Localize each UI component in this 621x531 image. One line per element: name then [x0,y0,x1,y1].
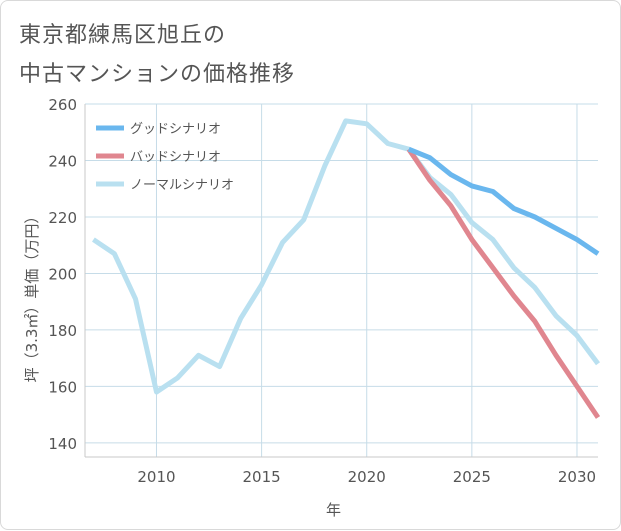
axes [84,104,598,458]
x-tick-label-2030: 2030 [558,468,596,486]
y-axis-title: 坪（3.3㎡）単価（万円） [23,209,41,383]
chart-title-line-2: 中古マンションの価格推移 [19,62,296,87]
series-line-1 [406,147,601,419]
legend-label-0: グッドシナリオ [130,122,221,137]
legend-label-1: バッドシナリオ [130,150,221,165]
y-tick-label-160: 160 [48,378,77,396]
x-tick-label-2025: 2025 [453,468,491,486]
series-line-0 [407,146,600,256]
x-axis-title: 年 [326,501,341,519]
chart-title-line-1: 東京都練馬区旭丘の [19,23,227,48]
series-lines [92,118,601,419]
x-tick-label-2010: 2010 [137,468,175,486]
tick-labels: 140 160 180 200 220 240 260 2010 2015 2020 2025 203… [48,96,596,486]
y-tick-label-220: 220 [48,209,77,227]
x-tick-label-2020: 2020 [348,468,386,486]
x-tick-label-2015: 2015 [243,468,281,486]
y-tick-label-240: 240 [48,152,77,170]
y-tick-label-180: 180 [48,322,77,340]
series-line-2 [92,118,601,395]
legend-label-2: ノーマルシナリオ [130,178,234,193]
grid-lines [85,103,598,457]
y-tick-label-260: 260 [48,96,77,114]
y-tick-label-140: 140 [48,435,77,453]
y-tick-label-200: 200 [48,265,77,283]
